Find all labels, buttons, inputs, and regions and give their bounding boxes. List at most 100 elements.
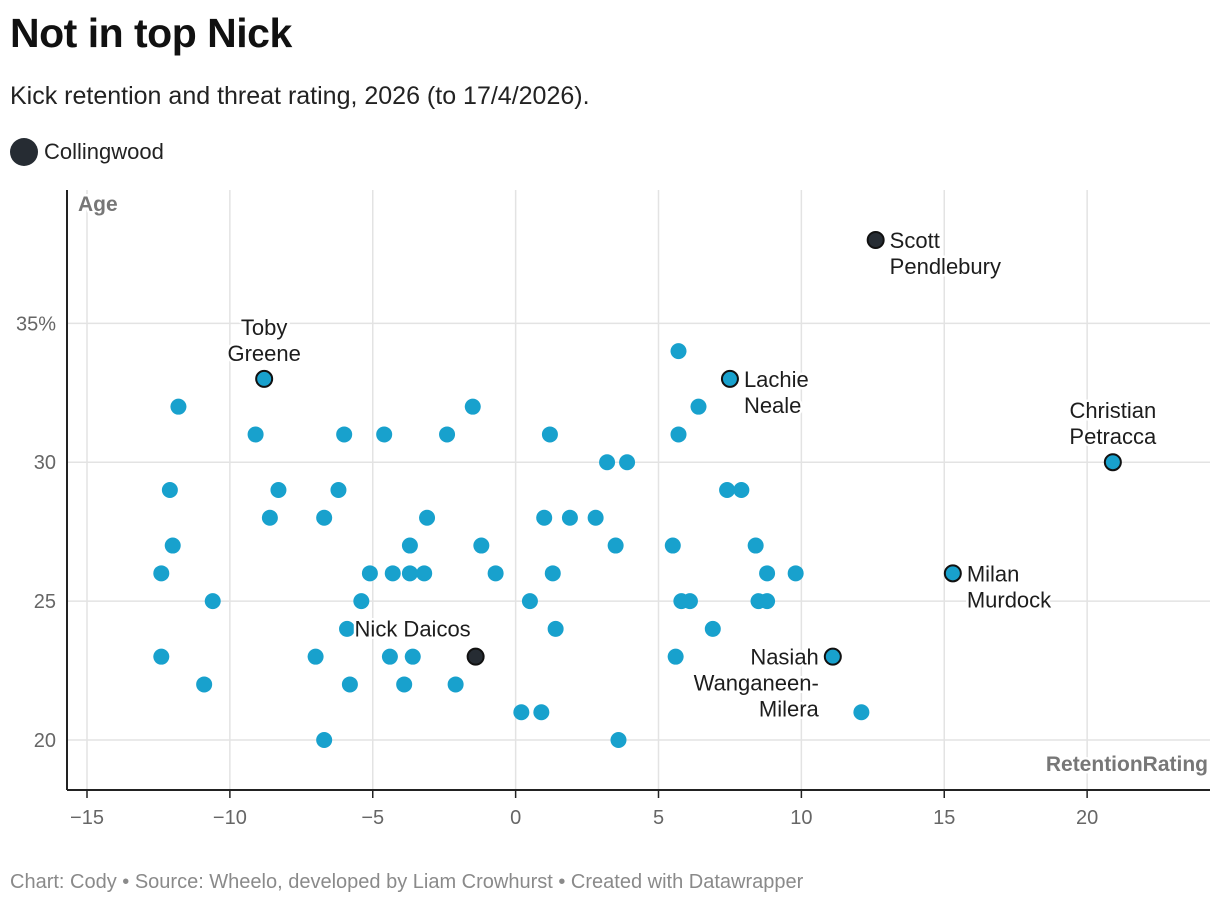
- data-point: [521, 593, 538, 610]
- data-point: [681, 593, 698, 610]
- data-point: [196, 676, 213, 693]
- data-point: [153, 565, 170, 582]
- data-point: [704, 620, 721, 637]
- point-annotation: Lachie Neale: [744, 367, 809, 418]
- data-point: [759, 593, 776, 610]
- data-point: [439, 426, 456, 443]
- highlighted-point: [943, 564, 962, 583]
- data-point: [376, 426, 393, 443]
- x-tick-label: 10: [790, 807, 812, 829]
- chart-subtitle: Kick retention and threat rating, 2026 (…: [10, 82, 590, 110]
- data-point: [536, 509, 553, 526]
- annotation-line: Toby: [241, 315, 287, 340]
- data-point: [473, 537, 490, 554]
- data-point: [599, 454, 616, 471]
- legend-swatch: [10, 138, 38, 166]
- data-point: [544, 565, 561, 582]
- data-point: [307, 648, 324, 665]
- y-axis-title: Age: [78, 193, 118, 216]
- data-point: [396, 676, 413, 693]
- data-point: [664, 537, 681, 554]
- highlighted-point: [466, 647, 485, 666]
- annotation-line: Neale: [744, 393, 801, 418]
- data-point: [401, 565, 418, 582]
- point-annotation: Christian Petracca: [1069, 398, 1157, 449]
- data-point: [204, 593, 221, 610]
- data-point: [447, 676, 464, 693]
- data-point: [619, 454, 636, 471]
- legend: Collingwood: [10, 138, 164, 166]
- data-point: [153, 648, 170, 665]
- data-point: [316, 509, 333, 526]
- data-point: [270, 482, 287, 498]
- point-annotation: Scott Pendlebury: [890, 228, 1001, 279]
- annotation-line: Milan: [967, 561, 1020, 586]
- data-point: [161, 482, 178, 498]
- data-point: [464, 398, 481, 415]
- data-point: [170, 398, 187, 415]
- data-point: [261, 509, 278, 526]
- highlighted-point: [866, 231, 885, 249]
- annotation-line: Murdock: [967, 587, 1052, 612]
- data-point: [330, 482, 347, 498]
- data-point: [561, 509, 578, 526]
- annotation-line: Christian: [1069, 398, 1156, 423]
- annotation-line: Pendlebury: [890, 254, 1001, 279]
- x-tick-label: 15: [933, 807, 955, 829]
- data-point: [853, 704, 870, 721]
- data-point: [404, 648, 421, 665]
- y-tick-label: 30: [34, 452, 56, 474]
- data-point: [541, 426, 558, 443]
- x-tick-label: 20: [1076, 807, 1098, 829]
- highlighted-point: [720, 369, 739, 388]
- legend-label: Collingwood: [44, 139, 164, 164]
- y-tick-label: 20: [34, 730, 56, 752]
- data-point: [401, 537, 418, 554]
- data-point: [361, 565, 378, 582]
- annotation-line: Scott: [890, 228, 940, 253]
- data-point: [247, 426, 264, 443]
- data-point: [533, 704, 550, 721]
- data-point: [384, 565, 401, 582]
- chart-title: Not in top Nick: [10, 10, 292, 56]
- data-point: [610, 732, 627, 748]
- highlighted-point: [1103, 453, 1122, 472]
- data-point: [419, 509, 436, 526]
- data-point: [607, 537, 624, 554]
- annotation-line: Nick Daicos: [355, 617, 471, 642]
- data-point: [587, 509, 604, 526]
- data-point: [353, 593, 370, 610]
- data-point: [416, 565, 433, 582]
- annotation-line: Lachie: [744, 367, 809, 392]
- annotation-line: Milera: [759, 697, 820, 722]
- data-point: [547, 620, 564, 637]
- chart-footer: Chart: Cody • Source: Wheelo, developed …: [10, 871, 804, 893]
- data-point: [670, 343, 687, 360]
- point-annotation: Nasiah Wanganeen-Milera: [694, 645, 820, 722]
- data-point: [719, 482, 736, 498]
- x-tick-label: 5: [653, 807, 664, 829]
- data-point: [316, 732, 333, 748]
- data-point: [759, 565, 776, 582]
- x-tick-label: 0: [510, 807, 521, 829]
- data-point: [487, 565, 504, 582]
- annotation-line: Petracca: [1069, 424, 1157, 449]
- y-tick-label: 35%: [16, 313, 56, 335]
- highlighted-point: [823, 647, 842, 666]
- data-point: [667, 648, 684, 665]
- x-axis-title: RetentionRating: [1046, 753, 1208, 776]
- data-point: [381, 648, 398, 665]
- data-point: [747, 537, 764, 554]
- point-annotation: Milan Murdock: [967, 561, 1052, 612]
- point-annotation: Nick Daicos: [355, 617, 471, 642]
- y-tick-label: 25: [34, 591, 56, 613]
- x-tick-label: −10: [213, 807, 247, 829]
- data-point: [341, 676, 358, 693]
- annotation-line: Greene: [227, 341, 300, 366]
- annotation-line: Nasiah: [750, 645, 818, 670]
- x-tick-label: −15: [70, 807, 104, 829]
- data-point: [670, 426, 687, 443]
- highlighted-point: [255, 369, 274, 388]
- annotation-line: Wanganeen-: [694, 671, 819, 696]
